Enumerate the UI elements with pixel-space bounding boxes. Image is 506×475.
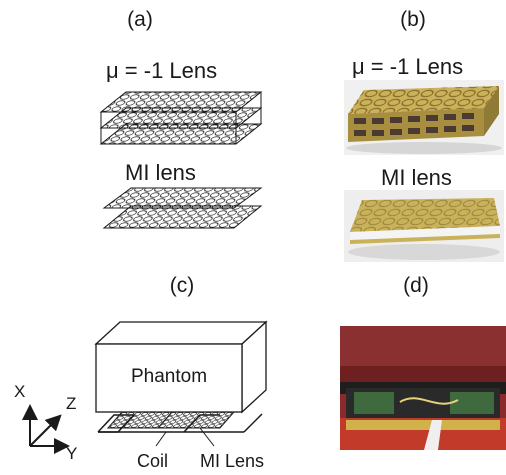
coil-label: Coil [137, 451, 169, 471]
mi-lens-label-c: MI Lens [200, 451, 265, 471]
mu-lens-caption-a: μ = -1 Lens [106, 58, 218, 83]
axis-z-label: Z [66, 394, 77, 413]
mu-lens-photo [344, 80, 504, 155]
axis-x-label: X [14, 382, 26, 401]
axes-icon [22, 404, 70, 454]
panel-label-b: (b) [400, 8, 426, 31]
phantom-schematic [94, 320, 268, 447]
setup-photo [340, 326, 506, 450]
panel-label-a: (a) [127, 8, 153, 31]
mu-lens-caption-b: μ = -1 Lens [352, 54, 464, 79]
panel-label-c: (c) [169, 274, 195, 297]
axis-y-label: Y [66, 444, 78, 463]
mi-lens-caption-b: MI lens [381, 165, 452, 190]
mi-lens-drawing [102, 187, 263, 229]
mi-lens-caption-a: MI lens [125, 160, 196, 185]
mu-lens-drawing [99, 91, 263, 145]
phantom-label: Phantom [131, 366, 208, 387]
mi-lens-photo [344, 190, 504, 262]
panel-label-d: (d) [403, 274, 429, 297]
